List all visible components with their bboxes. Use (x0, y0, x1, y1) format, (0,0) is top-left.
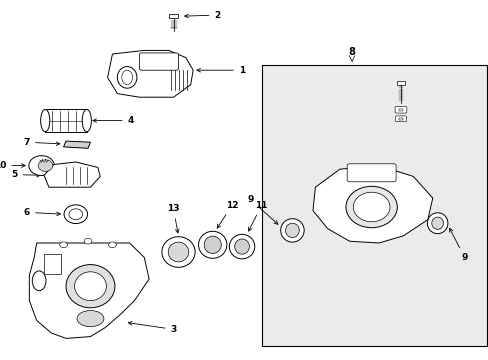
Polygon shape (312, 166, 432, 243)
Bar (398, 109, 403, 111)
Ellipse shape (285, 223, 299, 238)
Ellipse shape (38, 160, 53, 171)
Bar (396, 81, 405, 85)
Text: 11: 11 (248, 201, 267, 231)
Text: 10: 10 (0, 161, 25, 170)
Polygon shape (107, 50, 193, 97)
Ellipse shape (69, 209, 82, 220)
Bar (44, 254, 61, 274)
Ellipse shape (32, 271, 46, 291)
Circle shape (84, 238, 92, 244)
Ellipse shape (29, 156, 54, 175)
Ellipse shape (280, 219, 304, 242)
Text: 8: 8 (348, 47, 355, 57)
Text: 3: 3 (128, 321, 176, 334)
Text: 13: 13 (167, 204, 180, 233)
Text: 9: 9 (448, 228, 467, 262)
Bar (45, 109, 87, 132)
Ellipse shape (162, 237, 195, 267)
Ellipse shape (204, 236, 221, 253)
Ellipse shape (117, 67, 137, 88)
Bar (261, 65, 486, 346)
FancyBboxPatch shape (346, 164, 395, 182)
Ellipse shape (346, 186, 397, 228)
Ellipse shape (82, 109, 91, 132)
Circle shape (108, 242, 116, 248)
Ellipse shape (77, 310, 104, 327)
Text: 9: 9 (247, 195, 277, 224)
Ellipse shape (64, 205, 87, 224)
Bar (168, 14, 178, 18)
Ellipse shape (41, 109, 50, 132)
Text: 7: 7 (23, 138, 60, 147)
Ellipse shape (198, 231, 226, 258)
FancyBboxPatch shape (394, 107, 406, 113)
FancyBboxPatch shape (395, 116, 406, 122)
Ellipse shape (431, 217, 443, 229)
Text: 12: 12 (217, 201, 238, 228)
Ellipse shape (234, 239, 249, 254)
Bar (398, 118, 402, 120)
Ellipse shape (168, 242, 188, 262)
Text: 5: 5 (12, 170, 40, 179)
Ellipse shape (427, 213, 447, 234)
Ellipse shape (229, 234, 254, 259)
Text: 6: 6 (24, 208, 60, 217)
Text: 1: 1 (197, 66, 244, 75)
Ellipse shape (352, 192, 389, 222)
Text: 2: 2 (184, 10, 220, 19)
FancyBboxPatch shape (139, 53, 178, 70)
Polygon shape (29, 243, 149, 338)
Circle shape (60, 242, 67, 248)
Text: 4: 4 (93, 116, 134, 125)
Polygon shape (44, 162, 100, 187)
Ellipse shape (74, 272, 106, 301)
Polygon shape (63, 141, 90, 148)
Ellipse shape (66, 265, 115, 308)
